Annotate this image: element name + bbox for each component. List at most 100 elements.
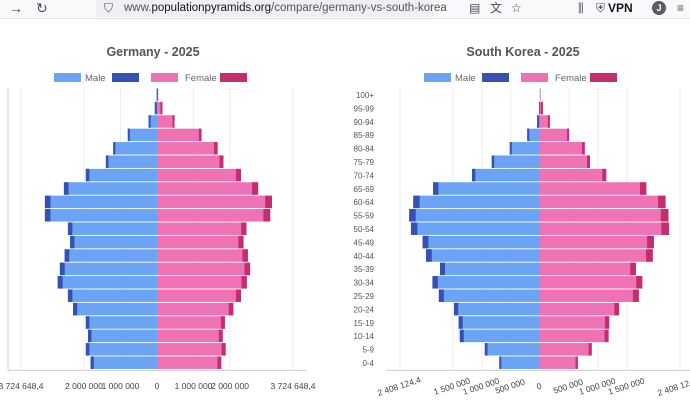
bar-female-excess-60-64	[658, 195, 666, 209]
bar-male-excess-80-84	[509, 142, 512, 155]
hamburger-icon[interactable]: ≡	[677, 1, 685, 15]
bar-male-excess-95-99	[539, 101, 540, 115]
category-label: 75-79	[354, 158, 375, 167]
bar-male-45-49	[422, 235, 540, 249]
bar-female-75-79	[157, 155, 224, 168]
bar-male-50-54	[410, 222, 540, 235]
bar-male-excess-85-89	[127, 128, 130, 142]
vpn-shield-icon[interactable]: ⛨	[596, 1, 606, 15]
bar-female-excess-25-29	[235, 289, 241, 302]
bar-male-excess-90-94	[537, 115, 540, 128]
bar-female-60-64	[157, 195, 273, 209]
bar-male-80-84	[509, 142, 540, 155]
vpn-button[interactable]: VPN	[608, 1, 633, 15]
bar-female-90-94	[157, 115, 175, 128]
chart-legend: Male Female	[424, 73, 617, 84]
category-label: 60-64	[354, 198, 375, 207]
bar-male-excess-20-24	[73, 302, 78, 316]
bar-male-70-74	[85, 168, 157, 182]
chart-south-korea: South Korea - 2025 Male Female 100+ 95-99 90-…	[354, 45, 690, 398]
bar-female-45-49	[157, 235, 244, 249]
bar-male-75-79	[105, 155, 157, 168]
account-avatar[interactable]: J	[652, 1, 666, 15]
bar-male-0-4	[499, 356, 540, 369]
reader-view-icon[interactable]: ▤	[469, 1, 481, 15]
bar-male-70-74	[471, 168, 540, 182]
bar-male-excess-25-29	[67, 289, 73, 302]
bar-female-50-54	[157, 222, 247, 235]
bar-male-60-64	[44, 195, 157, 209]
bar-male-excess-10-14	[87, 329, 92, 343]
bar-female-excess-40-44	[646, 249, 653, 262]
bar-male-60-64	[413, 195, 540, 209]
category-label: 100+	[356, 91, 374, 100]
bar-female-excess-30-34	[241, 276, 247, 289]
bar-female-excess-100+	[157, 88, 159, 101]
bar-female-35-39	[540, 262, 636, 276]
bar-female-excess-95-99	[160, 101, 163, 115]
bar-male-excess-30-34	[57, 276, 63, 289]
bar-female-excess-35-39	[244, 262, 251, 276]
bar-male-35-39	[440, 262, 540, 276]
bar-male-85-89	[527, 128, 540, 142]
shield-icon[interactable]: ⛉	[104, 1, 114, 15]
bar-male-excess-45-49	[70, 235, 75, 249]
browser-toolbar: → ↻ ⛉ www.populationpyramids.org/compare…	[0, 0, 690, 19]
legend-swatch-male-dark	[482, 73, 509, 82]
category-label: 65-69	[354, 185, 375, 194]
bar-male-35-39	[59, 262, 157, 276]
category-label: 30-34	[354, 279, 375, 288]
bar-female-excess-15-19	[220, 316, 225, 329]
star-icon[interactable]: ☆	[511, 1, 522, 15]
category-label: 40-44	[354, 252, 375, 261]
bar-male-excess-65-69	[433, 182, 439, 195]
bar-male-40-44	[426, 249, 540, 262]
bar-male-25-29	[438, 289, 540, 302]
chart-title: South Korea - 2025	[466, 45, 579, 59]
url-text[interactable]: www.populationpyramids.org/compare/germa…	[124, 2, 447, 14]
chart-title: Germany - 2025	[106, 45, 199, 59]
bar-female-excess-75-79	[219, 155, 224, 168]
legend-swatch-female-dark	[590, 73, 617, 82]
legend-swatch-male	[424, 73, 451, 82]
bar-female-60-64	[540, 195, 666, 209]
bar-female-95-99	[157, 101, 163, 115]
category-label: 85-89	[354, 131, 375, 140]
bar-female-65-69	[157, 182, 259, 195]
bar-female-40-44	[540, 249, 653, 262]
bar-male-excess-15-19	[458, 316, 463, 329]
category-label: 10-14	[354, 332, 375, 341]
bar-male-excess-70-74	[471, 168, 476, 182]
x-tick-label: 2 408 124,4	[656, 374, 690, 397]
bar-male-20-24	[73, 302, 157, 316]
x-tick-label: 3 724 648,4	[271, 381, 316, 391]
bar-male-excess-60-64	[44, 195, 51, 209]
bar-female-40-44	[157, 249, 248, 262]
arrow-right-icon[interactable]: →	[9, 0, 23, 16]
bar-female-excess-50-54	[661, 222, 670, 235]
category-label: 5-9	[362, 346, 374, 355]
category-label: 95-99	[354, 104, 375, 113]
bar-female-5-9	[540, 343, 592, 356]
bar-female-excess-80-84	[582, 142, 585, 155]
chart-germany: Germany - 2025 Male Female 3 724 648,4 2 000…	[0, 45, 316, 391]
bar-female-25-29	[540, 289, 639, 302]
bar-female-excess-40-44	[242, 249, 248, 262]
bar-male-excess-85-89	[527, 128, 530, 142]
bar-male-excess-55-59	[409, 209, 416, 222]
bar-female-75-79	[540, 155, 590, 168]
library-icon[interactable]: ⫼	[578, 1, 584, 15]
bar-male-30-34	[432, 276, 540, 289]
category-label: 25-29	[354, 292, 375, 301]
category-label: 50-54	[354, 225, 375, 234]
translate-icon[interactable]: 文	[490, 1, 503, 15]
bar-male-50-54	[67, 222, 157, 235]
bar-female-35-39	[157, 262, 251, 276]
bar-female-excess-30-34	[636, 276, 643, 289]
reload-icon[interactable]: ↻	[36, 0, 48, 16]
bar-female-excess-35-39	[630, 262, 636, 276]
address-bar[interactable]	[96, 0, 434, 17]
bar-female-55-59	[157, 209, 271, 222]
bar-female-15-19	[157, 316, 225, 329]
bar-female-excess-0-4	[575, 356, 578, 369]
